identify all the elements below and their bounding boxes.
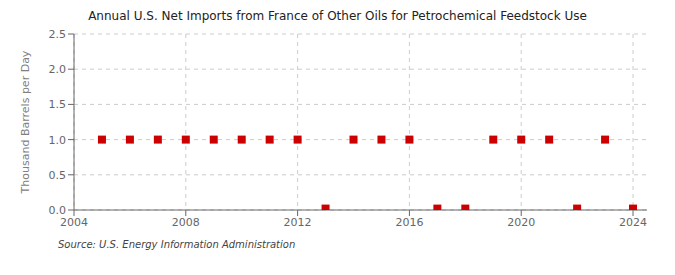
svg-text:1.5: 1.5 [49,98,67,111]
svg-text:2.5: 2.5 [49,28,67,41]
svg-text:2020: 2020 [507,216,535,229]
svg-text:0.0: 0.0 [49,204,67,217]
svg-text:2004: 2004 [60,216,88,229]
svg-text:2016: 2016 [395,216,423,229]
svg-text:2024: 2024 [619,216,647,229]
svg-text:1.0: 1.0 [49,134,67,147]
svg-text:2008: 2008 [172,216,200,229]
svg-text:0.5: 0.5 [49,169,67,182]
svg-text:Thousand Barrels per Day: Thousand Barrels per Day [19,50,32,194]
svg-text:2012: 2012 [284,216,312,229]
svg-text:2.0: 2.0 [49,63,67,76]
html-text:Annual U.S. Net Imports from F: Annual U.S. Net Imports from France of O… [88,9,587,23]
html-text:Source: U.S. Energy Informatio: Source: U.S. Energy Information Administ… [58,239,296,250]
